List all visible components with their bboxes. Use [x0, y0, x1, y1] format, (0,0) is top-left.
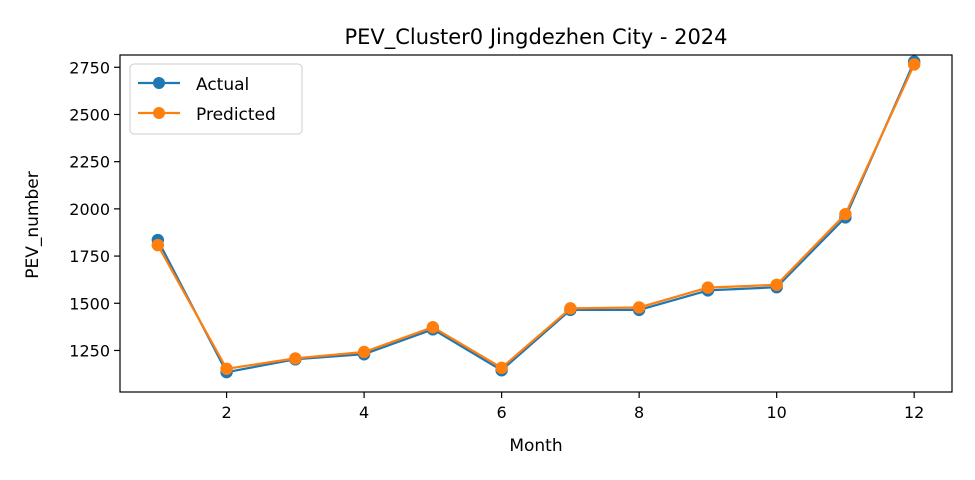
data-point-predicted-7	[564, 302, 577, 315]
legend-marker-predicted	[153, 107, 165, 119]
y-tick-label-2500: 2500	[69, 105, 110, 124]
y-tick-label-1250: 1250	[69, 341, 110, 360]
legend-label-actual: Actual	[196, 75, 249, 95]
x-axis-ticks: 2 4 6 8 10 12	[221, 392, 924, 422]
data-point-predicted-10	[770, 278, 783, 291]
plot-frame	[119, 54, 953, 393]
data-point-predicted-8	[632, 301, 646, 314]
series-line-predicted	[156, 63, 916, 370]
x-tick-label-10: 10	[766, 403, 786, 422]
y-axis-label: PEV_number	[23, 171, 43, 278]
data-point-predicted-11	[839, 207, 852, 221]
x-tick-label-8: 8	[634, 403, 644, 422]
legend-box	[129, 63, 303, 135]
y-tick-label-2250: 2250	[69, 153, 110, 172]
legend-marker-actual	[153, 77, 165, 89]
chart-title: PEV_Cluster0 Jingdezhen City - 2024	[344, 25, 727, 50]
data-point-predicted-6	[495, 361, 508, 375]
plot-area: 2 4 6 8 10 12 1250 1500 1750 2000 2250 2500 2750	[69, 54, 953, 422]
series-line-actual	[156, 61, 916, 374]
y-axis-ticks: 1250 1500 1750 2000 2250 2500 2750	[69, 58, 120, 360]
legend: Actual Predicted	[129, 63, 303, 135]
x-tick-label-4: 4	[359, 403, 369, 422]
x-tick-label-6: 6	[497, 403, 507, 422]
legend-label-predicted: Predicted	[196, 105, 276, 125]
data-point-predicted-3	[289, 352, 302, 365]
y-tick-label-2750: 2750	[69, 58, 110, 77]
y-tick-label-1500: 1500	[69, 294, 110, 313]
data-point-predicted-2	[220, 362, 233, 375]
data-point-predicted-9	[701, 281, 715, 294]
legend-entry-predicted: Predicted	[138, 105, 276, 125]
y-tick-label-1750: 1750	[69, 247, 110, 266]
series-layer	[151, 55, 921, 379]
data-point-predicted-1	[151, 238, 165, 252]
data-point-predicted-5	[426, 321, 440, 334]
data-point-predicted-12	[907, 58, 921, 71]
y-tick-label-2000: 2000	[69, 200, 110, 219]
x-tick-label-12: 12	[904, 403, 924, 422]
x-axis-label: Month	[509, 436, 562, 456]
x-tick-label-2: 2	[221, 403, 231, 422]
data-point-predicted-4	[357, 345, 371, 359]
legend-entry-actual: Actual	[138, 75, 249, 95]
